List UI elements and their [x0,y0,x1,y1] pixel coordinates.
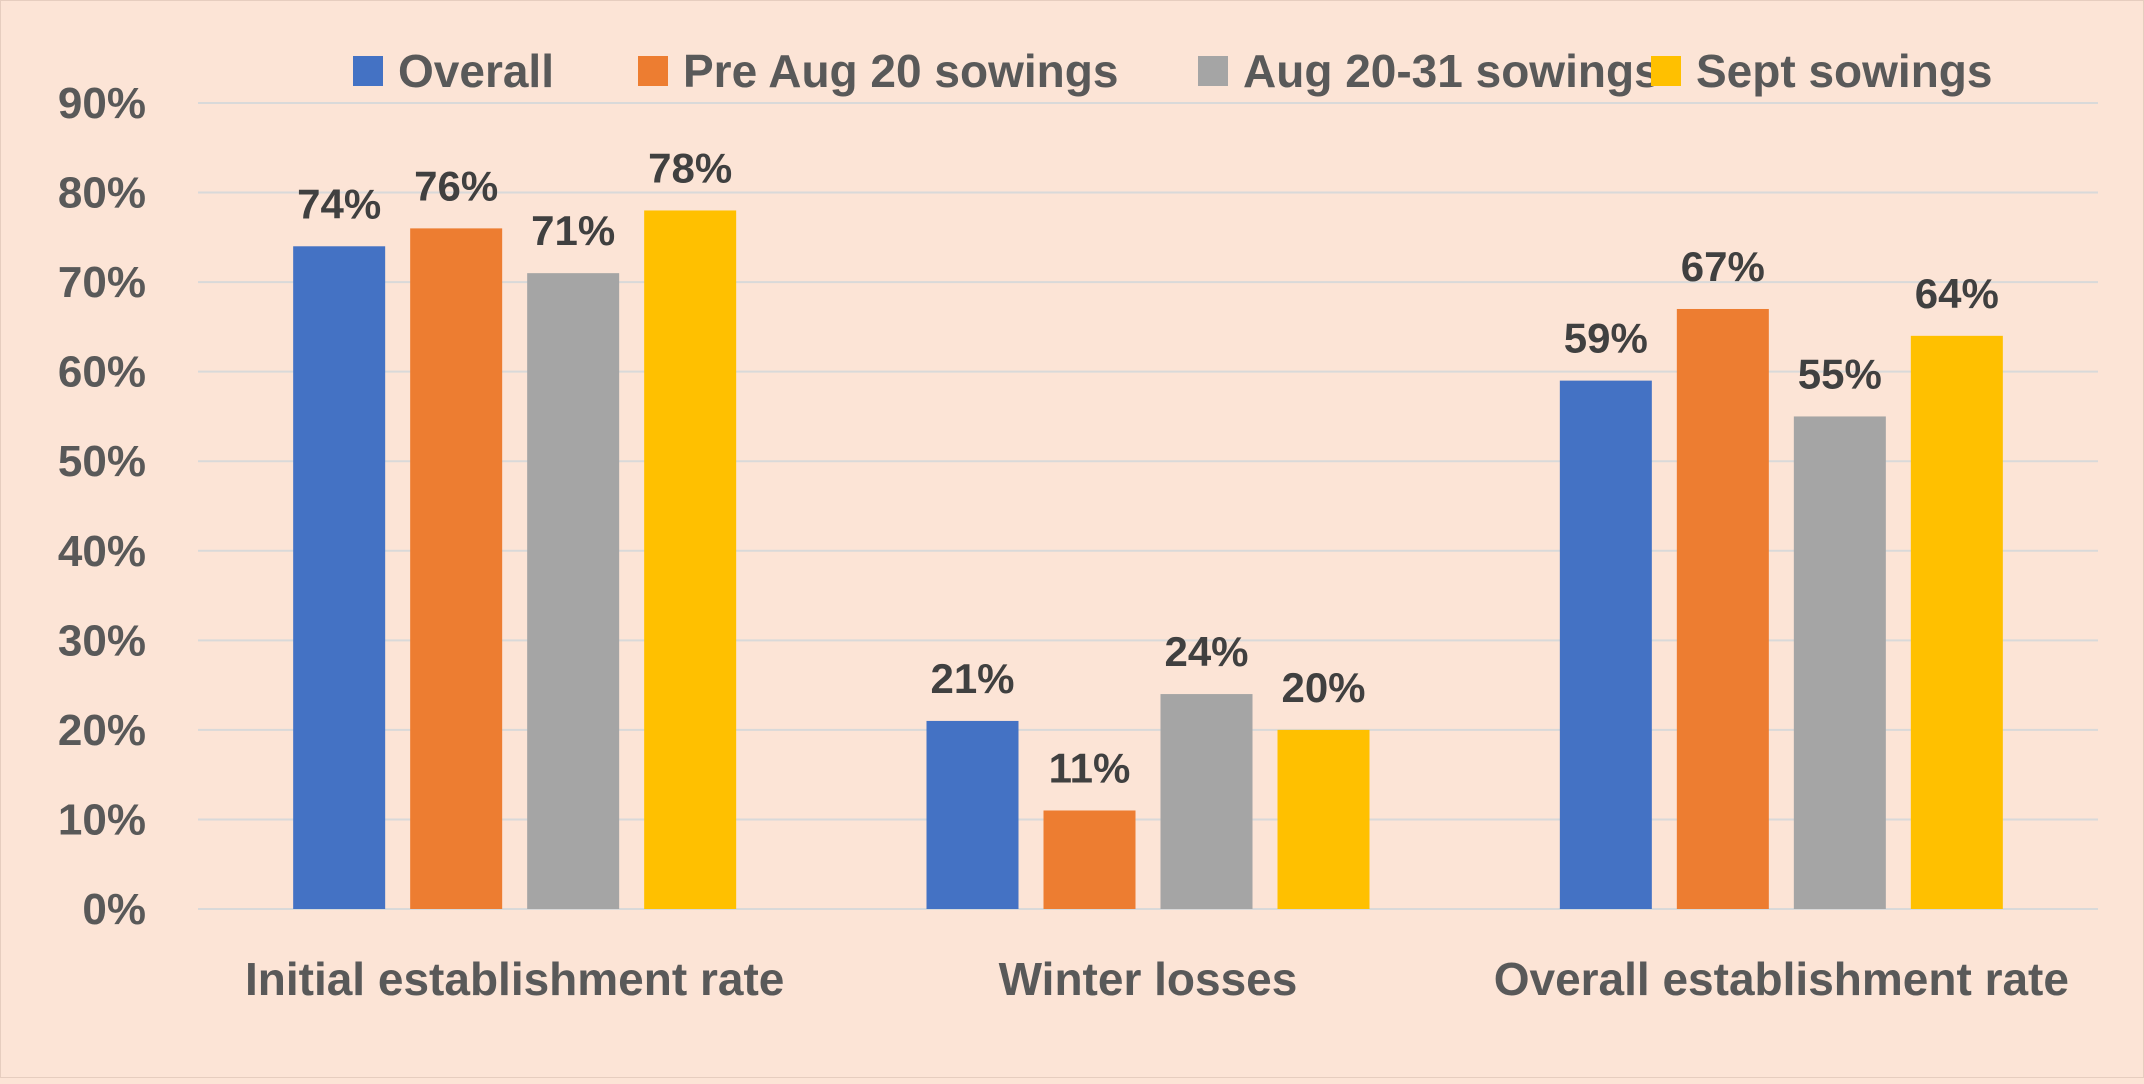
y-tick-label: 20% [58,706,146,755]
y-tick-label: 10% [58,795,146,844]
bar [926,720,1019,909]
data-labels: 74% 76% 71% 78% 21% 11% 24% 20% 59% 67% 55% 64% [297,144,1999,791]
bar [644,210,737,909]
data-label: 21% [930,655,1014,702]
bar [1676,308,1769,909]
bar [527,273,620,910]
data-label: 76% [414,162,498,209]
data-label: 71% [531,207,615,254]
y-tick-label: 40% [58,527,146,576]
data-label: 74% [297,180,381,227]
data-label: 11% [1049,744,1131,791]
y-tick-label: 50% [58,437,146,486]
bar [1559,380,1652,910]
legend-item: Aug 20-31 sowings [1198,45,1660,97]
data-label: 55% [1798,350,1882,397]
legend-swatch [1651,56,1681,86]
y-tick-label: 60% [58,348,146,397]
legend-swatch [1198,56,1228,86]
legend-swatch [638,56,668,86]
y-tick-label: 80% [58,169,146,218]
gridlines [198,102,2098,910]
legend-label: Pre Aug 20 sowings [683,45,1118,97]
legend-item: Overall [353,45,554,97]
bar [1793,416,1886,909]
bar [1160,694,1253,909]
bar [410,228,503,909]
y-tick-label: 70% [58,258,146,307]
data-label: 64% [1915,270,1999,317]
bar [1910,335,2003,909]
bar [293,246,386,910]
data-label: 20% [1281,664,1365,711]
data-label: 24% [1164,628,1248,675]
y-tick-label: 90% [58,79,146,128]
legend: Overall Pre Aug 20 sowings Aug 20-31 sowin… [353,45,1992,97]
data-label: 67% [1681,243,1765,290]
bar [1277,729,1370,909]
x-category-label: Winter losses [999,953,1298,1005]
x-category-label: Overall establishment rate [1494,953,2069,1005]
y-tick-label: 0% [82,885,146,934]
legend-label: Overall [398,45,554,97]
y-tick-label: 30% [58,616,146,665]
legend-item: Pre Aug 20 sowings [638,45,1118,97]
legend-item: Sept sowings [1651,45,1992,97]
legend-label: Sept sowings [1696,45,1992,97]
x-axis-categories: Initial establishment rate Winter losses O… [245,953,2069,1005]
x-category-label: Initial establishment rate [245,953,784,1005]
data-label: 78% [648,144,732,191]
legend-label: Aug 20-31 sowings [1243,45,1660,97]
data-label: 59% [1564,315,1648,362]
bars [293,210,2003,910]
y-axis-ticks: 0% 10% 20% 30% 40% 50% 60% 70% 80% 90% [58,79,146,934]
legend-swatch [353,56,383,86]
bar [1043,810,1136,909]
